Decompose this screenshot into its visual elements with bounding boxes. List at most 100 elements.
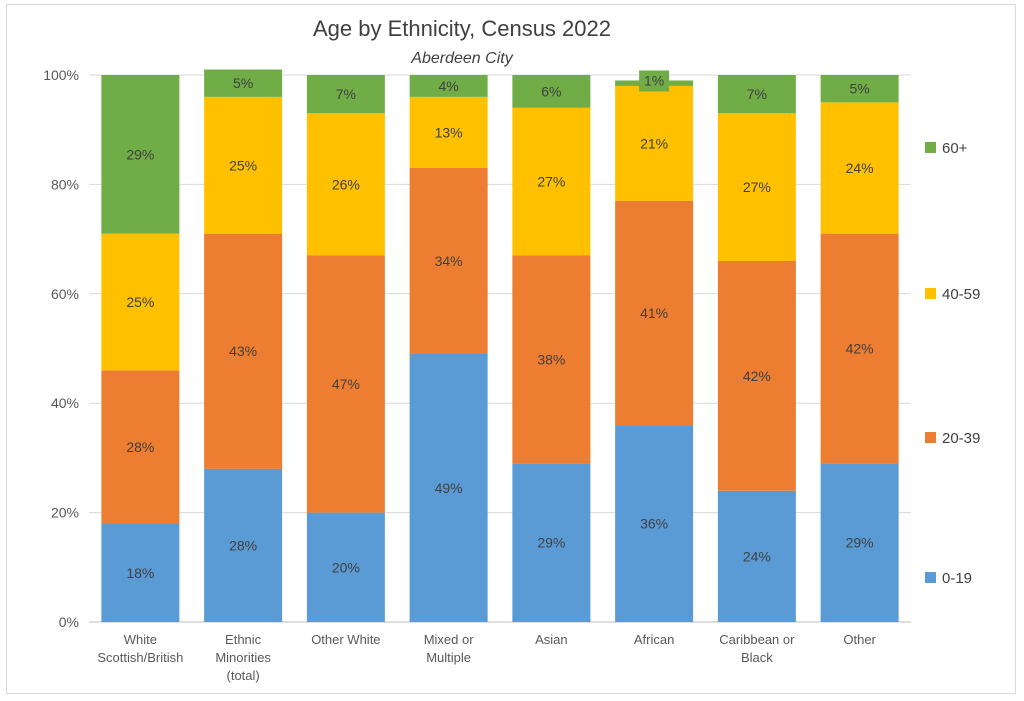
x-category-label: Other <box>843 632 876 647</box>
chart-area: Age by Ethnicity, Census 2022 Aberdeen C… <box>6 4 1016 694</box>
data-label: 13% <box>435 124 463 140</box>
x-category-label-line: Black <box>741 650 773 665</box>
data-label: 38% <box>537 351 565 367</box>
x-category-label-line: African <box>634 632 674 647</box>
x-category-label: Ethnic Minorities (total) <box>215 632 271 683</box>
bar-segment <box>820 233 899 464</box>
x-category-label: Caribbean or Black <box>719 632 795 665</box>
legend-swatch <box>925 142 936 153</box>
data-label: 42% <box>743 368 771 384</box>
x-category-label-line: Ethnic <box>225 632 262 647</box>
data-label: 21% <box>640 135 668 151</box>
x-category-label: White Scottish/British <box>97 632 183 665</box>
bar-segment <box>101 75 180 234</box>
bar-segment <box>204 96 283 234</box>
bar-segment <box>409 167 488 354</box>
data-label: 28% <box>126 439 154 455</box>
bar-segment <box>820 463 899 622</box>
data-label: 5% <box>233 75 253 91</box>
data-label: 34% <box>435 253 463 269</box>
x-category-label-line: Caribbean or <box>719 632 795 647</box>
bar-segment <box>306 75 385 114</box>
data-labels: 18% 28% 25% 29% 28% 43% 25% 5% 20% 47% 26% 7% 49% 34%… <box>126 70 874 581</box>
chart-subtitle: Aberdeen City <box>410 50 513 67</box>
data-label: 6% <box>541 83 561 99</box>
data-label-box <box>639 70 670 92</box>
legend-label: 40-59 <box>942 286 980 303</box>
x-category-label: Asian <box>535 632 568 647</box>
data-label: 24% <box>743 548 771 564</box>
y-tick-label: 60% <box>51 286 79 302</box>
data-label: 20% <box>332 559 360 575</box>
data-label: 27% <box>743 179 771 195</box>
x-category-label: Mixed or Multiple <box>424 632 475 665</box>
legend-swatch <box>925 572 936 583</box>
x-axis: White Scottish/British Ethnic Minorities (to… <box>97 632 876 683</box>
bar-segment <box>512 107 591 256</box>
bars <box>101 69 899 622</box>
y-tick-label: 20% <box>51 505 79 521</box>
y-tick-label: 0% <box>59 614 79 630</box>
bar-segment <box>512 255 591 464</box>
data-label: 29% <box>126 146 154 162</box>
data-label: 24% <box>846 160 874 176</box>
bar-segment <box>204 69 283 97</box>
legend-swatch <box>925 432 936 443</box>
y-tick-label: 80% <box>51 176 79 192</box>
data-label: 27% <box>537 174 565 190</box>
bar-segment <box>204 233 283 469</box>
x-category-label-line: Mixed or <box>424 632 475 647</box>
bar-segment <box>306 512 385 622</box>
x-category-label-line: (total) <box>227 668 260 683</box>
data-label: 49% <box>435 480 463 496</box>
bar-segment <box>512 75 591 108</box>
bar-segment <box>306 255 385 513</box>
y-tick-label: 100% <box>43 67 79 83</box>
bar-segment <box>717 260 796 491</box>
data-label: 25% <box>229 157 257 173</box>
bar-segment <box>820 75 899 103</box>
data-label: 29% <box>537 535 565 551</box>
data-label: 7% <box>747 86 767 102</box>
y-tick-label: 40% <box>51 395 79 411</box>
data-label: 42% <box>846 341 874 357</box>
bar-segment <box>409 75 488 97</box>
bar-segment <box>101 523 180 622</box>
legend-label: 60+ <box>942 140 968 157</box>
data-label: 43% <box>229 343 257 359</box>
data-label: 26% <box>332 176 360 192</box>
x-category-label-line: Scottish/British <box>97 650 183 665</box>
data-label: 29% <box>846 535 874 551</box>
bar-segment <box>615 85 694 201</box>
data-label: 25% <box>126 294 154 310</box>
data-label: 5% <box>850 81 870 97</box>
bar-segment <box>409 353 488 622</box>
stacked-bar-chart: Age by Ethnicity, Census 2022 Aberdeen C… <box>43 16 980 683</box>
data-label: 4% <box>439 78 459 94</box>
bar-segment <box>615 425 694 622</box>
x-category-label-line: Minorities <box>215 650 271 665</box>
data-label: 36% <box>640 516 668 532</box>
bar-segment <box>512 463 591 622</box>
chart-title: Age by Ethnicity, Census 2022 <box>313 16 611 41</box>
data-label: 7% <box>336 86 356 102</box>
bar-segment <box>409 96 488 168</box>
x-category-label-line: Multiple <box>426 650 471 665</box>
data-label: 41% <box>640 305 668 321</box>
y-axis: 0% 20% 40% 60% 80% 100% <box>43 67 79 630</box>
bar-segment <box>717 113 796 261</box>
bar-segment <box>820 102 899 234</box>
bar-segment <box>717 75 796 114</box>
bar-segment <box>717 490 796 622</box>
bar-segment <box>615 200 694 426</box>
bar-segment <box>204 468 283 622</box>
legend-swatch <box>925 288 936 299</box>
x-category-label-line: Other White <box>311 632 380 647</box>
legend-label: 0-19 <box>942 570 972 587</box>
legend-label: 20-39 <box>942 430 980 447</box>
x-category-label-line: White <box>124 632 157 647</box>
data-label: 47% <box>332 376 360 392</box>
data-label: 28% <box>229 537 257 553</box>
x-category-label: Other White <box>311 632 380 647</box>
bar-segment <box>101 370 180 524</box>
